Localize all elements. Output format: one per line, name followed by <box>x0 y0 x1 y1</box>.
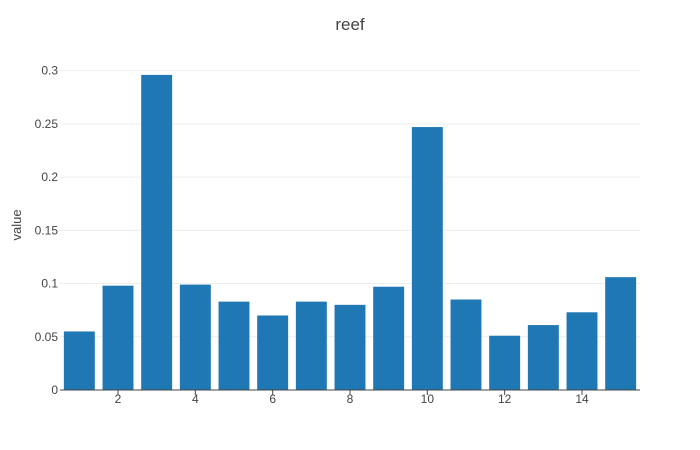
x-tick-label: 14 <box>575 392 589 406</box>
x-tick-label: 10 <box>421 392 435 406</box>
x-tick-label: 4 <box>192 392 199 406</box>
bar <box>141 74 173 390</box>
x-tick-labels: 2 4 6 8 10 12 14 <box>115 392 589 406</box>
y-tick-label: 0.1 <box>41 277 58 291</box>
bar <box>489 335 521 390</box>
axes <box>60 389 640 395</box>
y-tick-label: 0.15 <box>35 223 59 237</box>
bar <box>450 299 482 390</box>
bar <box>373 286 405 390</box>
y-tick-labels: 0 0.05 0.1 0.15 0.2 0.25 0.3 <box>35 64 59 397</box>
bar <box>605 277 637 390</box>
y-tick-label: 0.3 <box>41 64 58 78</box>
x-tick-label: 6 <box>269 392 276 406</box>
bar <box>63 331 95 390</box>
bar <box>411 127 443 390</box>
y-tick-label: 0 <box>51 383 58 397</box>
bar <box>257 315 289 390</box>
bar <box>527 325 559 390</box>
bars <box>63 74 637 390</box>
bar <box>102 285 134 390</box>
y-tick-label: 0.25 <box>35 117 59 131</box>
y-tick-label: 0.05 <box>35 330 59 344</box>
bar <box>566 312 598 390</box>
bar <box>179 284 211 390</box>
bar <box>218 301 250 390</box>
bar <box>295 301 327 390</box>
x-tick-label: 2 <box>115 392 122 406</box>
y-tick-label: 0.2 <box>41 170 58 184</box>
y-axis-title: value <box>9 209 24 240</box>
bar <box>334 304 366 390</box>
chart-title: reef <box>335 15 365 34</box>
x-tick-label: 8 <box>347 392 354 406</box>
x-tick-label: 12 <box>498 392 512 406</box>
